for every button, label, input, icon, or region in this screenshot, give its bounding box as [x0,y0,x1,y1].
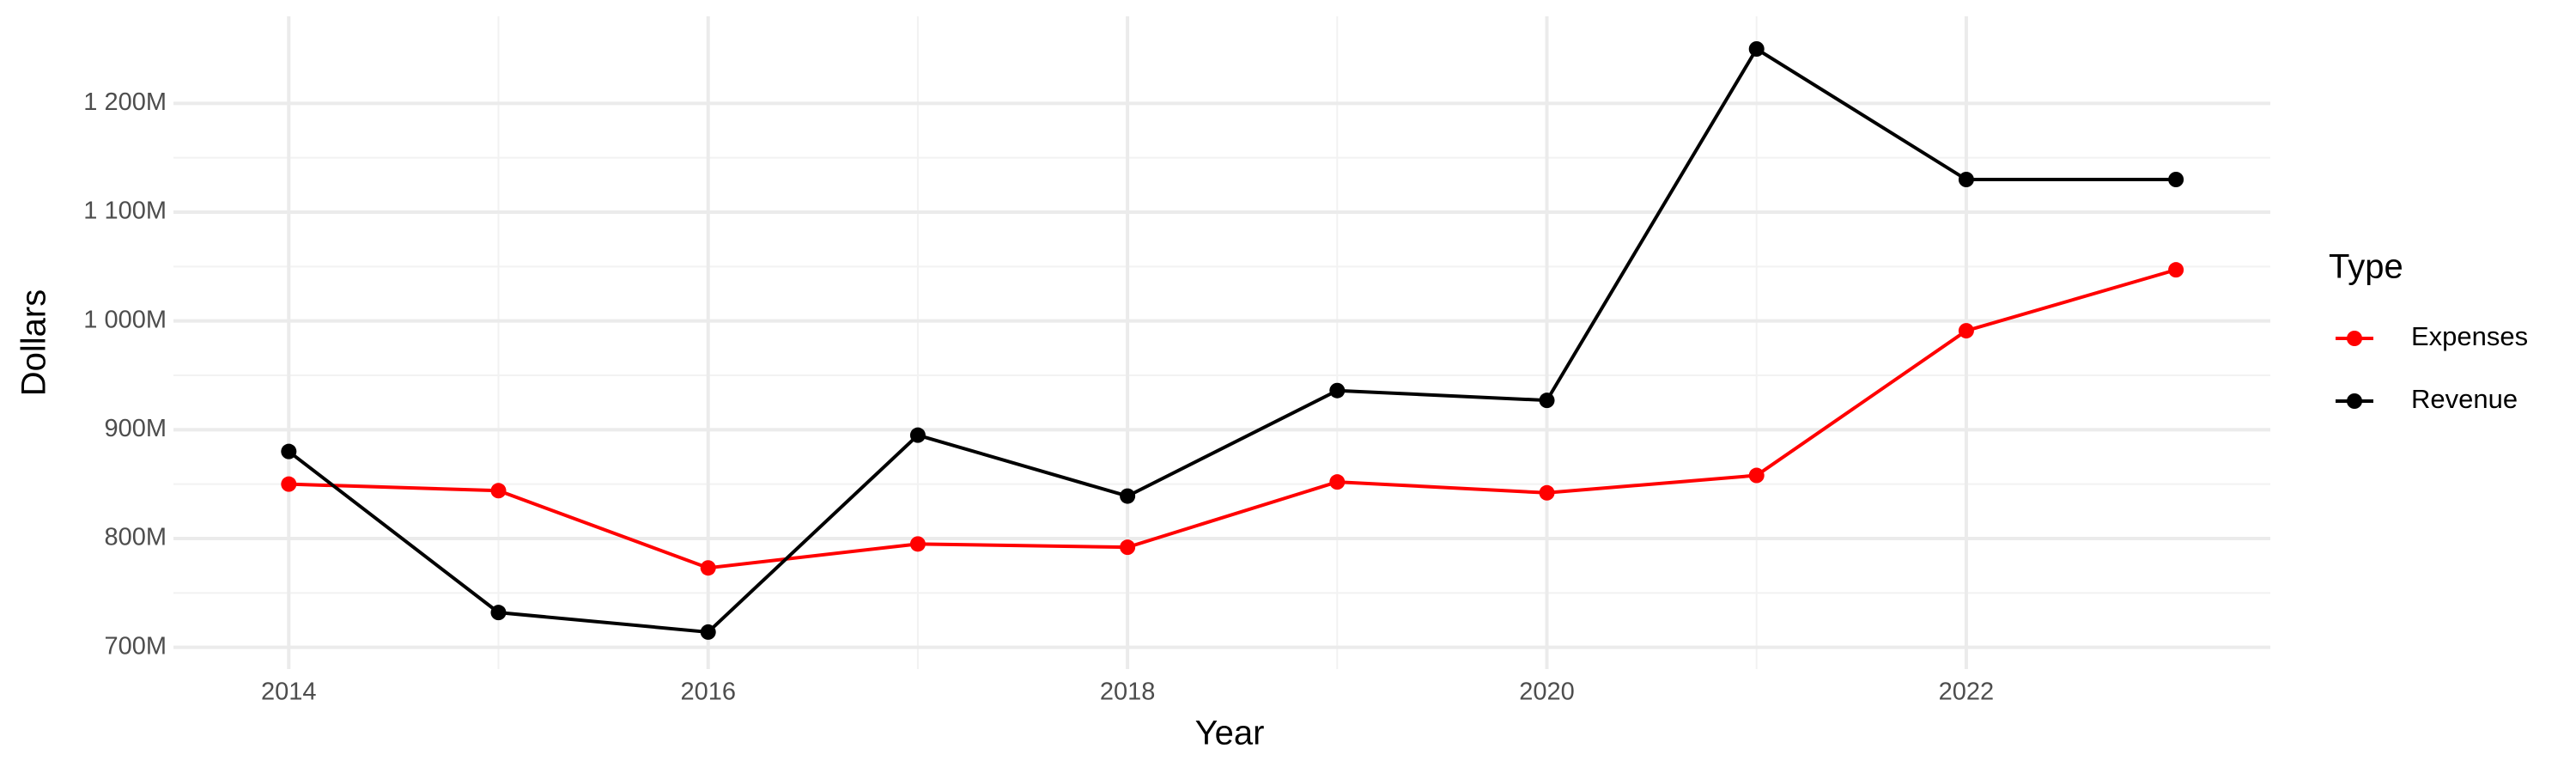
x-tick-label: 2022 [1939,679,1995,706]
y-tick-label: 700M [104,632,167,660]
data-point [1120,488,1136,504]
data-point [2168,172,2184,187]
data-point [1539,484,1555,501]
data-point [1539,393,1555,409]
data-point [1748,41,1765,57]
data-point [1748,467,1765,484]
data-point [909,427,926,443]
x-tick-label: 2018 [1100,679,1156,706]
data-point [1958,323,1974,339]
y-tick-label: 1 200M [83,88,167,116]
y-tick-label: 900M [104,415,167,442]
y-tick-label: 1 000M [83,306,167,333]
data-point [2168,262,2184,278]
x-axis-title: Year [1195,715,1265,752]
y-tick-label: 1 100M [83,198,167,225]
x-tick-label: 2020 [1519,679,1575,706]
data-point [700,624,716,640]
data-point [1120,539,1136,556]
legend-label: Revenue [2411,384,2518,414]
data-point [909,536,926,552]
legend-label: Expenses [2411,321,2528,351]
x-tick-label: 2016 [680,679,736,706]
data-point [490,605,507,621]
legend-title: Type [2329,248,2403,286]
series-line [289,268,2177,570]
x-tick-label: 2014 [261,679,317,706]
legend-key-point [2347,393,2362,409]
data-point [490,483,507,499]
y-tick-label: 800M [104,524,167,551]
data-point [281,443,297,460]
data-point [1329,382,1346,399]
data-point [700,560,716,576]
data-point [1329,474,1346,490]
legend-key-point [2347,331,2362,346]
data-point [1958,172,1974,187]
y-axis-title: Dollars [15,289,53,396]
data-point [281,476,297,492]
series-line [288,46,2177,635]
